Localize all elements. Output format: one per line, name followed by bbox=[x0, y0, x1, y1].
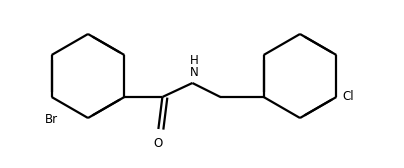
Text: H
N: H N bbox=[190, 54, 199, 79]
Text: Br: Br bbox=[45, 113, 58, 126]
Text: Cl: Cl bbox=[342, 91, 354, 103]
Text: O: O bbox=[154, 137, 163, 150]
